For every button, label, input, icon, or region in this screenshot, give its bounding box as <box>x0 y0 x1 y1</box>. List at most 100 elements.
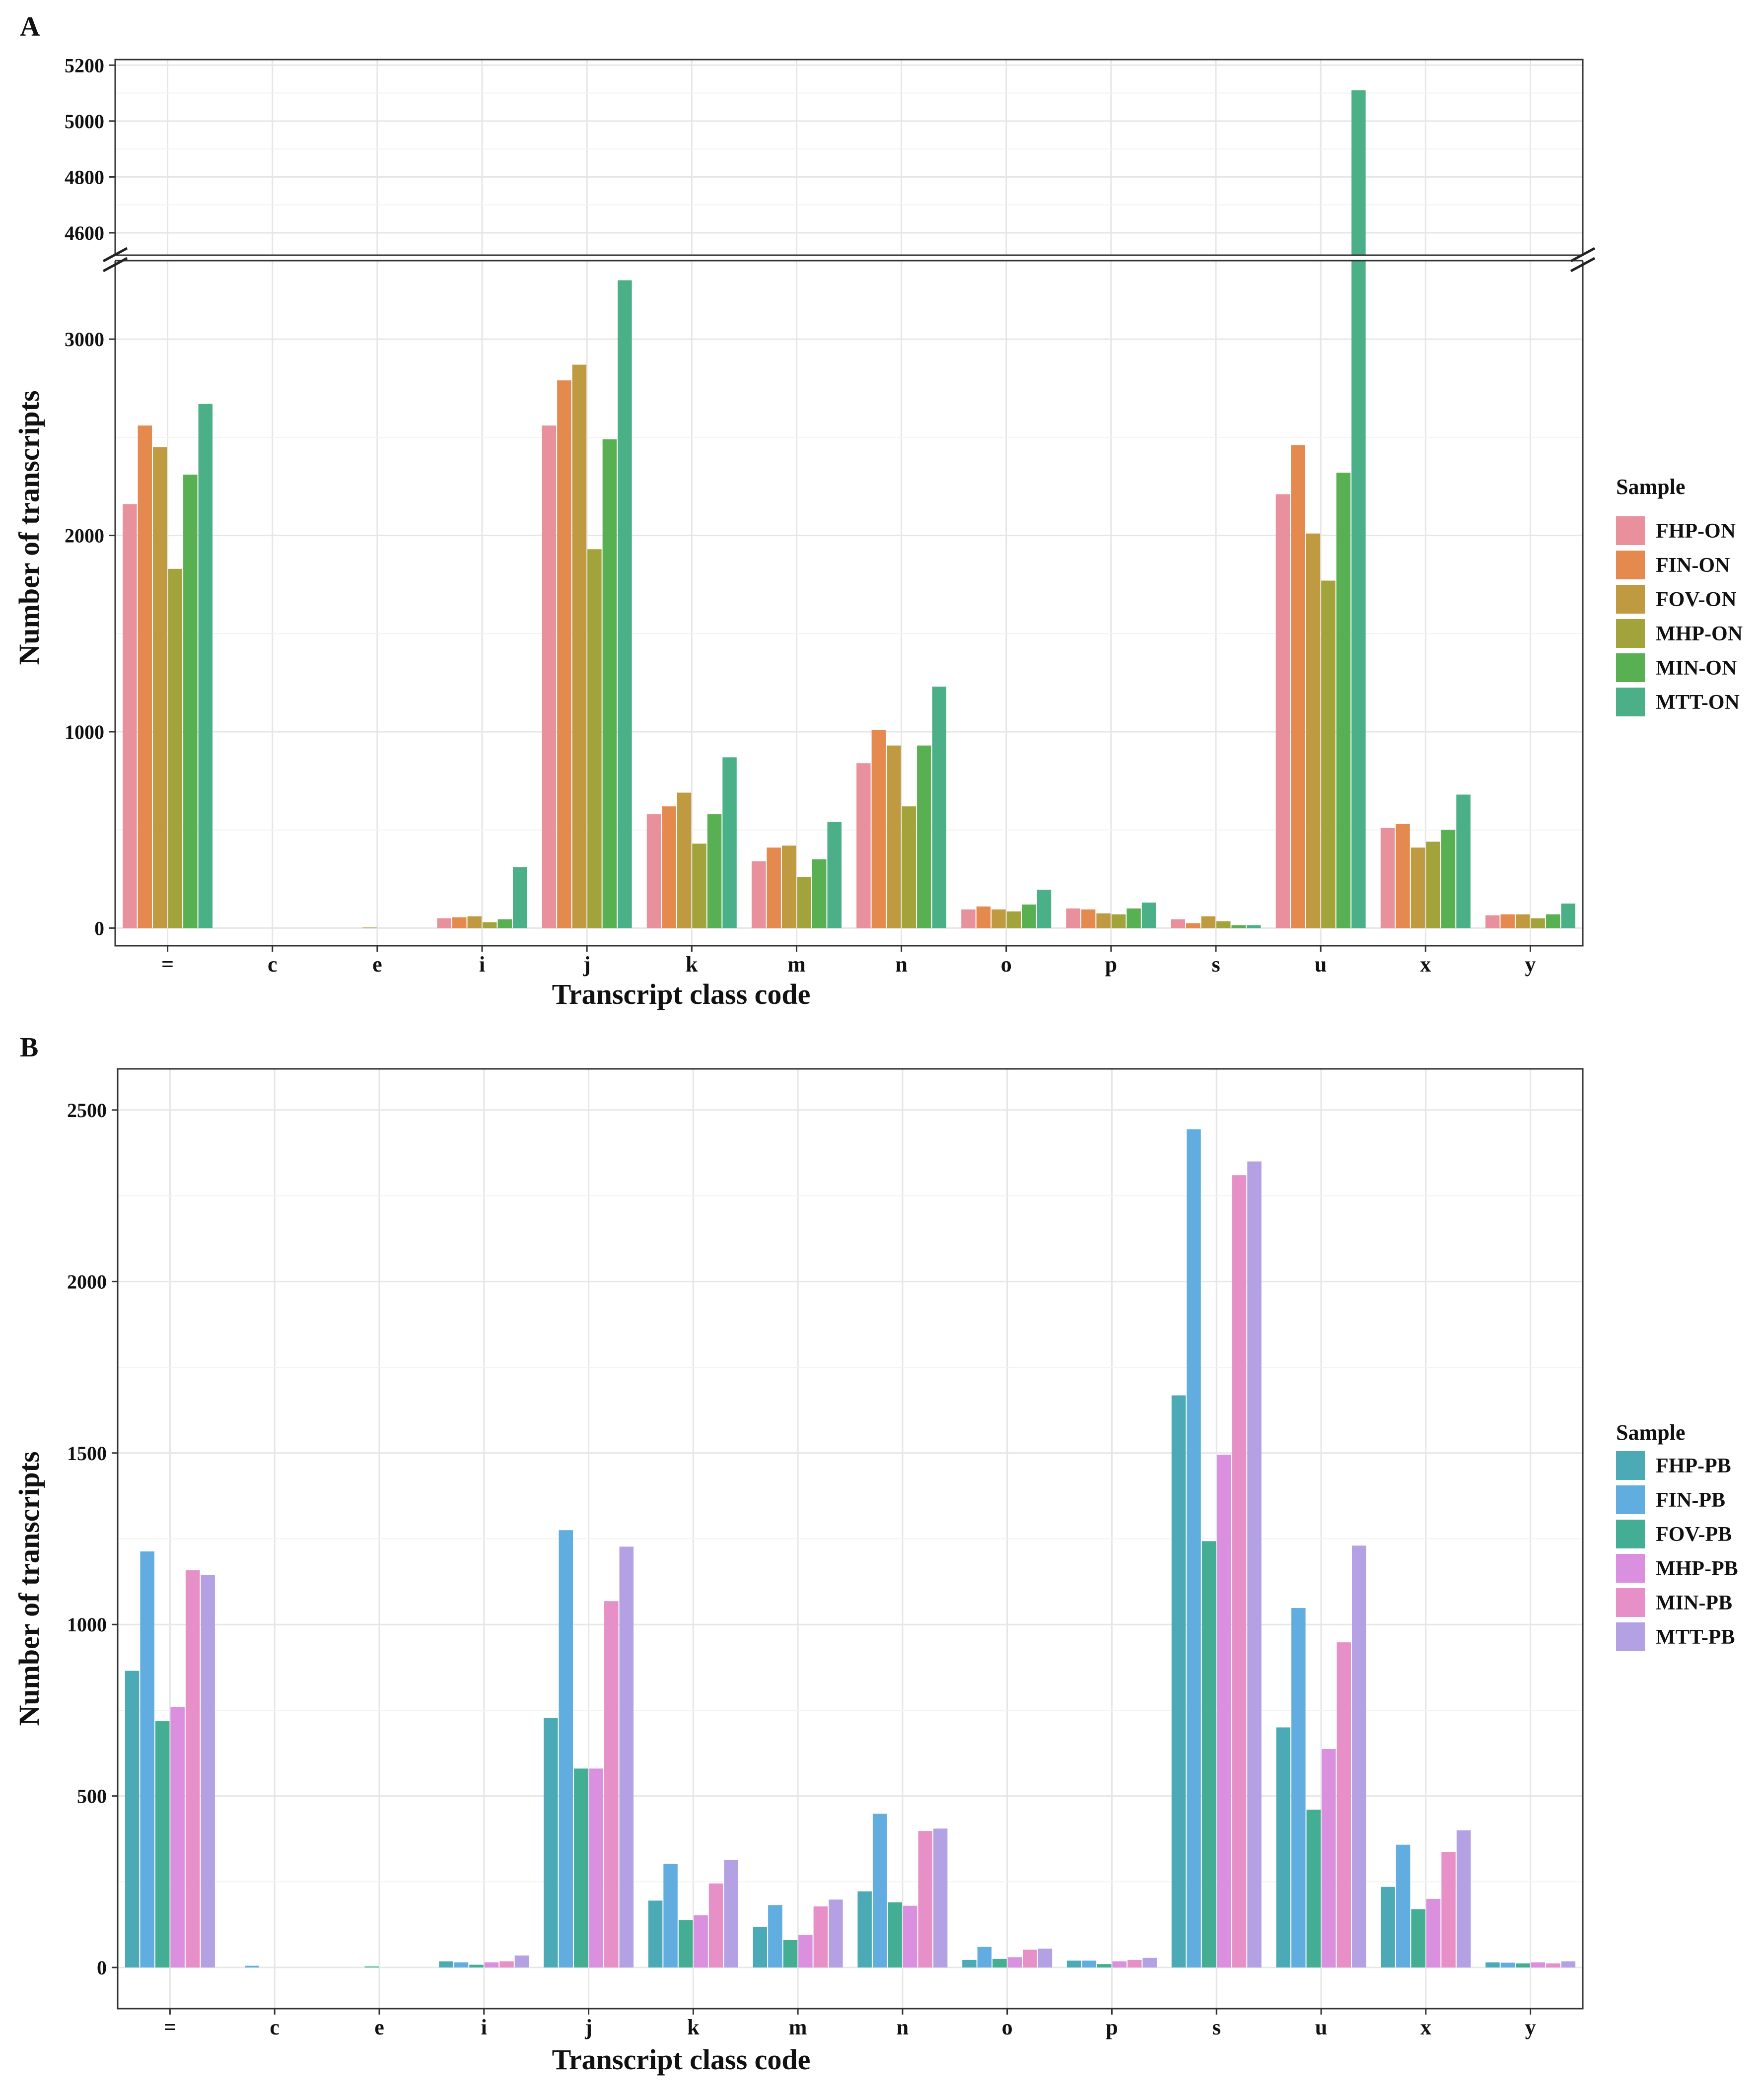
bar-mhp-pb-o <box>1007 1957 1022 1968</box>
bar-fov-on-n <box>887 745 901 928</box>
bar-mhp-pb-u <box>1322 1749 1336 1968</box>
bar-min-pb-y <box>1546 1963 1560 1968</box>
bar-fhp-pb-n <box>857 1891 872 1968</box>
bar-fhp-on-m <box>751 861 766 928</box>
bar-min-on-j <box>602 439 617 928</box>
bar-fin-on-x <box>1396 824 1410 928</box>
bar-fov-on-o <box>991 909 1006 928</box>
bar-fin-pb-p <box>1082 1960 1096 1968</box>
legend-label-mhp-on: MHP-ON <box>1656 623 1743 645</box>
bar-fhp-on-s <box>1171 919 1185 928</box>
bar-min-pb-j <box>604 1601 619 1968</box>
y-tick-label-500: 500 <box>77 1785 107 1808</box>
x-tick-label-o: o <box>1002 2015 1013 2039</box>
y-tick-label-2000: 2000 <box>67 1270 107 1293</box>
y-tick-label-5000: 5000 <box>65 110 104 133</box>
legend-swatch-fhp-on <box>1616 516 1645 545</box>
bar-min-pb-s <box>1232 1175 1247 1968</box>
bar-fov-pb-j <box>574 1768 588 1968</box>
bar-mhp-on-y <box>1531 918 1545 928</box>
x-tick-label-y: y <box>1525 952 1536 977</box>
bar-mhp-pb-m <box>798 1935 813 1968</box>
bar-fin-pb-u <box>1291 1608 1306 1968</box>
x-tick-label-k: k <box>686 952 698 977</box>
bar-fov-on-s <box>1201 916 1215 928</box>
legend-swatch-mhp-pb <box>1616 1554 1645 1583</box>
bar-fin-on-eq <box>138 425 152 928</box>
bar-fov-pb-i <box>469 1964 484 1968</box>
bar-fov-on-m <box>781 845 796 928</box>
bar-mhp-pb-j <box>589 1768 604 1968</box>
legend-label-fin-pb: FIN-PB <box>1656 1489 1725 1512</box>
bar-min-on-y <box>1546 914 1560 928</box>
bar-fin-pb-j <box>559 1530 573 1968</box>
bar-mhp-on-m <box>797 877 811 928</box>
bar-fin-pb-n <box>872 1814 887 1968</box>
x-tick-label-n: n <box>897 2015 909 2039</box>
bar-fhp-on-o <box>961 909 976 928</box>
bar-min-on-k <box>707 814 722 928</box>
legend-swatch-fov-on <box>1616 585 1645 614</box>
legend-swatch-fin-pb <box>1616 1485 1645 1514</box>
bar-mtt-on-n <box>932 687 947 928</box>
x-tick-label-eq: = <box>164 2015 176 2039</box>
x-tick-label-p: p <box>1105 952 1117 977</box>
y-tick-label-3000: 3000 <box>65 328 104 350</box>
bar-fin-pb-m <box>768 1905 782 1968</box>
bar-fov-pb-s <box>1201 1541 1216 1968</box>
bar-mtt-on-j <box>618 280 632 928</box>
x-tick-label-m: m <box>789 2015 807 2039</box>
bar-fhp-pb-j <box>544 1718 558 1968</box>
bar-fin-on-m <box>767 847 781 928</box>
bar-fin-on-p <box>1081 909 1096 928</box>
bar-fov-pb-p <box>1097 1964 1112 1968</box>
bar-mtt-pb-u <box>1352 1545 1366 1968</box>
bar-fov-on-x <box>1411 847 1425 928</box>
bar-fhp-on-eq <box>123 504 137 928</box>
bar-mtt-on-i <box>513 867 527 928</box>
bar-fov-on-y <box>1515 914 1530 928</box>
bar-fin-pb-o <box>977 1947 992 1968</box>
bar-min-on-p <box>1127 908 1141 928</box>
bar-mtt-on-m <box>827 822 842 928</box>
panel-a-bars <box>123 90 1575 928</box>
panel-b-x-axis-title: Transcript class code <box>552 2043 811 2076</box>
bar-fhp-on-k <box>646 814 661 928</box>
bar-fov-on-eq <box>153 447 167 928</box>
legend-swatch-mhp-on <box>1616 619 1645 648</box>
bar-min-on-o <box>1022 904 1036 928</box>
panel-a-y-ticks: 4600 4800 5000 5200 0 1000 2000 3000 <box>65 54 115 939</box>
x-tick-label-x: x <box>1420 2015 1431 2039</box>
x-tick-label-p: p <box>1106 2015 1118 2039</box>
x-tick-label-c: c <box>270 2015 280 2039</box>
y-tick-label-1500: 1500 <box>67 1442 107 1465</box>
bar-mtt-on-y <box>1561 903 1575 928</box>
bar-fhp-on-n <box>856 763 871 928</box>
bar-min-on-i <box>497 919 512 928</box>
bar-min-on-x <box>1441 830 1456 928</box>
bar-fhp-pb-k <box>648 1900 663 1968</box>
bar-min-on-m <box>812 859 827 928</box>
bar-fhp-pb-p <box>1066 1960 1081 1968</box>
legend-label-min-pb: MIN-PB <box>1656 1592 1732 1614</box>
bar-fin-on-i <box>452 917 467 928</box>
bar-mtt-on-x <box>1456 794 1471 928</box>
x-tick-label-i: i <box>481 2015 487 2039</box>
panel-b-y-axis-title: Number of transcripts <box>13 1451 45 1726</box>
bar-fin-pb-k <box>663 1864 678 1968</box>
bar-fov-pb-m <box>783 1940 798 1968</box>
x-tick-label-k: k <box>687 2015 700 2039</box>
bar-fin-pb-s <box>1187 1129 1201 1968</box>
bar-mhp-pb-n <box>903 1905 917 1968</box>
axis-break-right-upper-slash <box>1570 247 1596 263</box>
bar-fin-pb-i <box>454 1962 469 1968</box>
panel-a-legend: Sample FHP-ON FIN-ON FOV-ON MHP-ON MIN-ON MTT… <box>1616 475 1743 716</box>
bar-mhp-on-x <box>1426 841 1440 928</box>
bar-min-pb-p <box>1127 1959 1142 1968</box>
bar-mtt-pb-o <box>1038 1949 1053 1968</box>
x-tick-label-x: x <box>1420 952 1431 977</box>
bar-mhp-pb-s <box>1217 1455 1231 1968</box>
legend-title: Sample <box>1616 1420 1685 1445</box>
x-tick-label-j: j <box>583 952 591 977</box>
